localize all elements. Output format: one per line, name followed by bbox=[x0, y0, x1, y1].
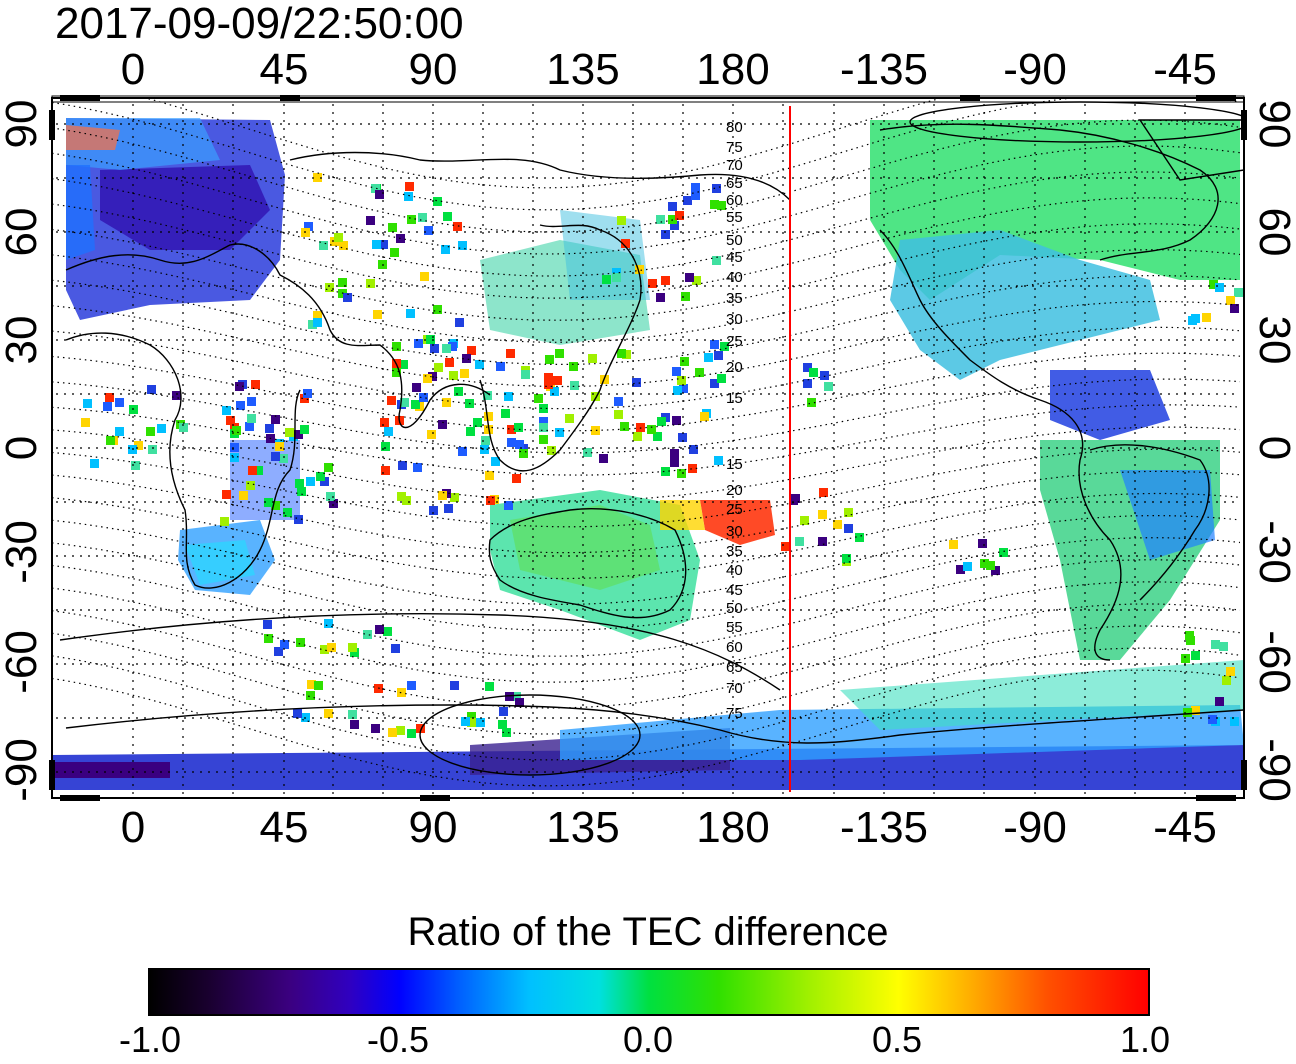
maglat-label-north: 30 bbox=[726, 311, 743, 328]
maglat-label-north: 15 bbox=[726, 390, 743, 407]
colorbar-tick: 0.5 bbox=[871, 1019, 923, 1060]
lon-tick-bottom: -90 bbox=[1003, 803, 1067, 852]
maglat-label-south: 50 bbox=[726, 600, 743, 617]
maglat-label-south: 15 bbox=[726, 456, 743, 473]
magnetic-latitude-labels: 8075706560555045403530252015152025303540… bbox=[726, 119, 743, 722]
colorbar-tick: 0.0 bbox=[622, 1019, 674, 1060]
lon-tick-bottom: 0 bbox=[120, 803, 146, 852]
lon-tick-top: 0 bbox=[120, 45, 146, 94]
lon-tick-bottom: 180 bbox=[696, 803, 770, 852]
maglat-label-north: 65 bbox=[726, 175, 743, 192]
colorbar-tick: -1.0 bbox=[118, 1019, 182, 1060]
lon-tick-top: 45 bbox=[259, 45, 309, 94]
tec-data-layer bbox=[52, 118, 1244, 790]
maglat-label-north: 25 bbox=[726, 333, 743, 350]
lon-tick-top: 90 bbox=[408, 45, 458, 94]
maglat-label-south: 75 bbox=[726, 705, 743, 722]
tec-scatter-cells bbox=[81, 173, 1243, 738]
colorbar bbox=[148, 968, 1150, 1016]
maglat-label-north: 40 bbox=[726, 269, 743, 286]
lon-tick-bottom: 45 bbox=[259, 803, 309, 852]
maglat-label-south: 65 bbox=[726, 659, 743, 676]
lon-tick-top: 180 bbox=[696, 45, 770, 94]
maglat-label-south: 25 bbox=[726, 501, 743, 518]
maglat-label-south: 55 bbox=[726, 619, 743, 636]
maglat-label-north: 45 bbox=[726, 249, 743, 266]
lon-tick-top: -45 bbox=[1153, 45, 1217, 94]
maglat-label-south: 60 bbox=[726, 639, 743, 656]
maglat-label-south: 40 bbox=[726, 562, 743, 579]
map-frame bbox=[51, 97, 1245, 799]
maglat-label-north: 80 bbox=[726, 119, 743, 136]
frame-tick-marks bbox=[49, 95, 1247, 801]
maglat-label-north: 75 bbox=[726, 139, 743, 156]
coastlines bbox=[59, 101, 1244, 776]
maglat-label-north: 60 bbox=[726, 192, 743, 209]
lon-tick-bottom: -135 bbox=[839, 803, 929, 852]
colorbar-tick: 1.0 bbox=[1119, 1019, 1171, 1060]
maglat-label-north: 55 bbox=[726, 209, 743, 226]
maglat-label-south: 35 bbox=[726, 543, 743, 560]
colorbar-tick: -0.5 bbox=[366, 1019, 430, 1060]
lon-tick-bottom: 90 bbox=[408, 803, 458, 852]
maglat-label-south: 30 bbox=[726, 523, 743, 540]
colorbar-title: Ratio of the TEC difference bbox=[407, 910, 889, 954]
magnetic-latitude-contours bbox=[52, 98, 1241, 787]
lon-tick-top: -90 bbox=[1003, 45, 1067, 94]
maglat-label-north: 70 bbox=[726, 157, 743, 174]
timestamp-title: 2017-09-09/22:50:00 bbox=[55, 0, 464, 48]
maglat-label-south: 70 bbox=[726, 680, 743, 697]
lon-tick-top: 135 bbox=[546, 45, 620, 94]
maglat-label-north: 35 bbox=[726, 290, 743, 307]
maglat-label-south: 20 bbox=[726, 482, 743, 499]
lon-tick-bottom: -45 bbox=[1153, 803, 1217, 852]
lon-tick-bottom: 135 bbox=[546, 803, 620, 852]
maglat-label-north: 50 bbox=[726, 232, 743, 249]
maglat-label-north: 20 bbox=[726, 359, 743, 376]
maglat-label-south: 45 bbox=[726, 582, 743, 599]
lon-tick-top: -135 bbox=[839, 45, 929, 94]
